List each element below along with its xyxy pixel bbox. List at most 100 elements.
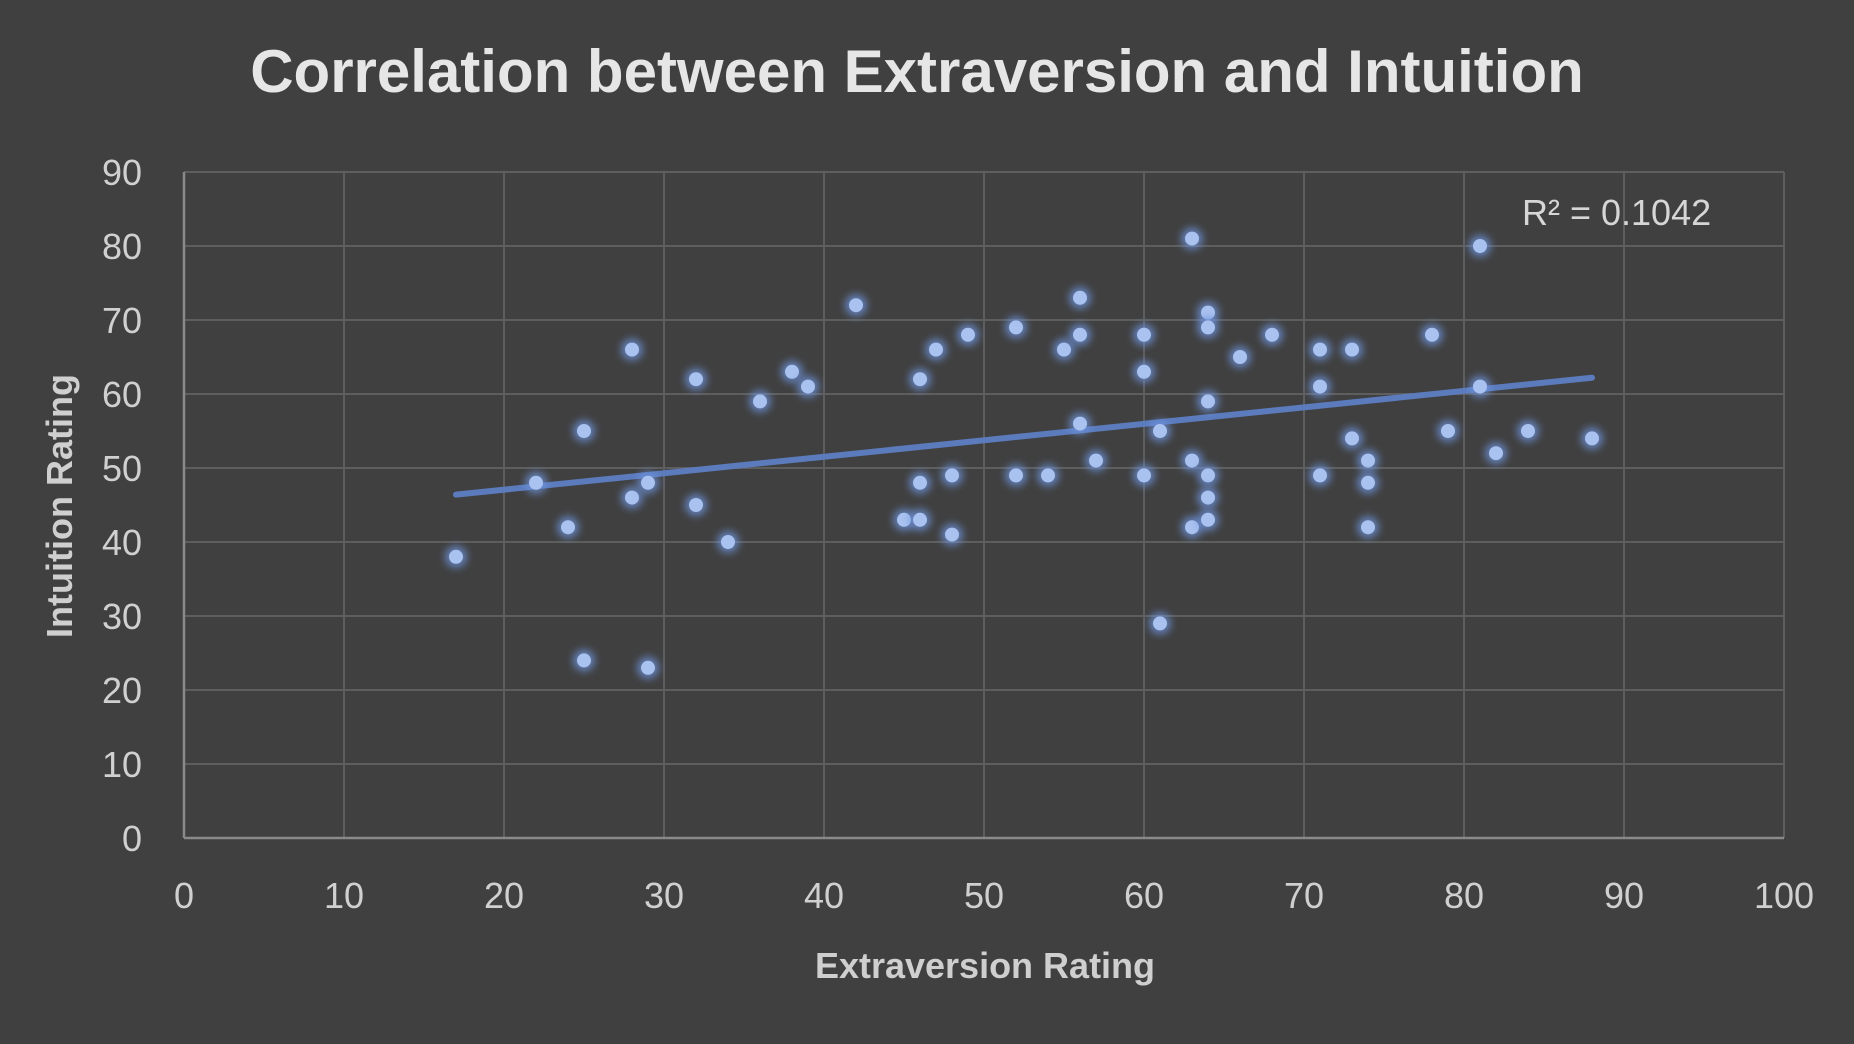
data-point-dot xyxy=(1473,239,1487,253)
data-point-dot xyxy=(1201,468,1215,483)
data-point xyxy=(941,464,963,487)
x-axis-ticks: 0 10 20 30 40 50 60 70 80 90 100 xyxy=(174,875,1814,916)
y-tick-label: 80 xyxy=(102,226,142,267)
grid xyxy=(184,171,1785,838)
data-point xyxy=(1309,464,1331,487)
y-tick-label: 10 xyxy=(102,744,142,785)
data-point-dot xyxy=(1313,379,1327,394)
data-point xyxy=(1069,412,1091,435)
data-point xyxy=(525,471,547,494)
x-tick-label: 0 xyxy=(174,875,194,916)
data-point-dot xyxy=(849,298,863,313)
data-point-dot xyxy=(1361,520,1375,535)
data-point-dot xyxy=(1185,231,1199,246)
y-tick-label: 50 xyxy=(102,448,142,489)
data-point xyxy=(1197,316,1219,339)
data-point xyxy=(717,531,739,553)
y-axis-ticks: 0 10 20 30 40 50 60 70 80 90 xyxy=(102,152,142,859)
data-point xyxy=(1069,323,1091,346)
x-tick-label: 60 xyxy=(1124,875,1164,916)
x-tick-label: 80 xyxy=(1444,875,1484,916)
data-point xyxy=(1197,486,1219,509)
data-point xyxy=(637,656,659,679)
data-point-dot xyxy=(1185,520,1199,535)
data-point-dot xyxy=(929,342,943,357)
data-point xyxy=(1005,464,1027,487)
data-point-dot xyxy=(1521,424,1535,438)
data-point-dot xyxy=(625,342,639,357)
data-point-dot xyxy=(1201,320,1215,335)
chart-title: Correlation between Extraversion and Int… xyxy=(250,38,1584,105)
data-point-dot xyxy=(1009,320,1023,335)
data-point xyxy=(1069,286,1091,309)
data-point xyxy=(573,649,595,672)
data-point xyxy=(797,375,819,398)
data-point xyxy=(1421,323,1443,346)
data-point xyxy=(557,516,579,539)
y-tick-label: 20 xyxy=(102,670,142,711)
data-point-dot xyxy=(1073,290,1087,305)
y-tick-label: 60 xyxy=(102,374,142,415)
data-point-dot xyxy=(897,512,911,527)
data-point xyxy=(1181,449,1203,472)
data-point-dot xyxy=(1313,342,1327,357)
data-point-dot xyxy=(1153,616,1167,631)
data-point xyxy=(1149,420,1171,442)
data-point xyxy=(1133,360,1155,383)
data-point-dot xyxy=(913,512,927,527)
data-point-dot xyxy=(753,394,767,409)
data-point-dot xyxy=(689,372,703,387)
x-tick-label: 20 xyxy=(484,875,524,916)
data-point xyxy=(1085,449,1107,472)
data-point-dot xyxy=(1201,490,1215,505)
data-point xyxy=(893,508,915,531)
data-point xyxy=(1357,471,1379,494)
y-tick-label: 40 xyxy=(102,522,142,563)
data-point-dot xyxy=(913,475,927,490)
data-point xyxy=(1309,375,1331,398)
data-point-dot xyxy=(641,660,655,675)
data-point-dot xyxy=(801,379,815,394)
data-point-dot xyxy=(1201,305,1215,320)
x-tick-label: 40 xyxy=(804,875,844,916)
data-point-dot xyxy=(1041,468,1055,483)
data-point-dot xyxy=(1345,342,1359,357)
data-point-dot xyxy=(1089,453,1103,468)
data-point xyxy=(1517,420,1539,442)
data-point xyxy=(1133,464,1155,487)
x-tick-label: 100 xyxy=(1754,875,1814,916)
data-point xyxy=(1341,338,1363,361)
x-tick-label: 70 xyxy=(1284,875,1324,916)
x-axis-title: Extraversion Rating xyxy=(815,945,1155,986)
data-point xyxy=(957,323,979,346)
y-tick-label: 90 xyxy=(102,152,142,193)
data-point-dot xyxy=(1137,364,1151,379)
data-point-dot xyxy=(689,498,703,512)
data-point-dot xyxy=(913,372,927,387)
data-point xyxy=(909,508,931,531)
data-point-dot xyxy=(1137,327,1151,342)
data-point xyxy=(909,471,931,494)
data-point-dot xyxy=(1073,416,1087,431)
data-point xyxy=(1261,323,1283,346)
y-tick-label: 0 xyxy=(122,818,142,859)
x-tick-label: 50 xyxy=(964,875,1004,916)
x-tick-label: 90 xyxy=(1604,875,1644,916)
data-point-dot xyxy=(1009,468,1023,483)
data-point xyxy=(1581,427,1603,450)
data-point-dot xyxy=(1265,327,1279,342)
data-point xyxy=(1229,346,1251,368)
data-point xyxy=(685,368,707,391)
data-point-dot xyxy=(625,490,639,505)
data-point-dot xyxy=(945,468,959,483)
data-point-dot xyxy=(1201,512,1215,527)
data-point xyxy=(1469,235,1491,257)
data-point xyxy=(685,494,707,516)
r-squared-label: R² = 0.1042 xyxy=(1522,192,1711,233)
data-point xyxy=(1053,338,1075,361)
y-tick-label: 30 xyxy=(102,596,142,637)
data-point-dot xyxy=(1585,431,1599,446)
data-point xyxy=(445,545,467,568)
axes xyxy=(182,172,1784,840)
